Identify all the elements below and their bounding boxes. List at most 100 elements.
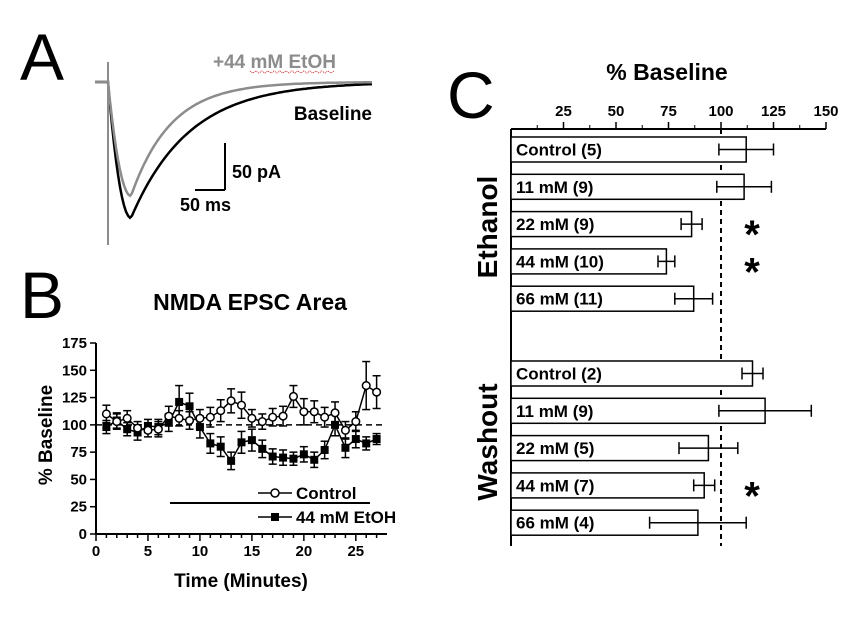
bar-label: 11 mM (9) (516, 402, 593, 421)
error-bar (692, 479, 716, 492)
data-point-control (257, 417, 267, 427)
data-point-etoh (237, 438, 246, 447)
data-point-etoh (341, 443, 350, 452)
error-bar (718, 404, 813, 417)
data-point-etoh (175, 397, 184, 406)
data-point-control (372, 387, 382, 397)
panel-c-title: % Baseline (606, 59, 727, 85)
y-tick-label: 175 (62, 335, 87, 352)
data-point-control (205, 412, 215, 422)
data-point-control (216, 406, 226, 416)
significance-star: * (744, 250, 760, 294)
panel-a-letter: A (20, 20, 64, 94)
bar-label: 22 mM (5) (516, 439, 594, 458)
x-tick-label: 5 (144, 543, 152, 560)
bar (510, 472, 705, 499)
error-bar (678, 442, 739, 455)
scale-bar (195, 143, 226, 191)
x-tick-label: 25 (347, 543, 364, 560)
x-tick-label: 75 (660, 103, 677, 120)
panel-b-y-axis-label: % Baseline (36, 385, 57, 485)
bar-label: 66 mM (4) (516, 514, 594, 533)
error-bar (657, 255, 676, 268)
data-point-control (340, 425, 350, 435)
data-point-control (247, 413, 257, 423)
data-point-etoh (247, 436, 256, 445)
panel-b-legend: Control 44 mM EtOH (258, 484, 396, 527)
legend-ethanol-label: +44 mM EtOH (213, 52, 336, 73)
x-tick-label: 0 (92, 543, 100, 560)
data-point-etoh (185, 402, 194, 411)
x-tick-label: 20 (296, 543, 313, 560)
data-point-control (278, 411, 288, 421)
data-point-etoh (320, 445, 329, 454)
error-bar (716, 180, 773, 193)
data-point-control (299, 407, 309, 417)
panel-b-letter: B (20, 258, 64, 332)
data-point-control (101, 409, 111, 419)
bar (510, 360, 754, 387)
data-point-control (351, 417, 361, 427)
data-point-etoh (258, 444, 267, 453)
panel-c-letter: C (447, 58, 495, 132)
bar (510, 285, 695, 312)
significance-star: * (744, 474, 760, 518)
data-point-control (236, 400, 247, 410)
data-point-control (153, 424, 163, 434)
data-point-control (122, 413, 132, 423)
data-point-control (226, 396, 236, 406)
panel-b-title: NMDA EPSC Area (153, 289, 347, 315)
data-point-etoh (102, 423, 111, 432)
data-point-etoh (279, 453, 288, 462)
panel-c: C % Baseline Ethanol Washout 25 50 75 100 12… (447, 58, 839, 546)
error-bar (741, 367, 764, 380)
error-bar (674, 292, 714, 305)
y-tick-label: 100 (62, 417, 87, 434)
panel-b-axes: 0 5 10 15 20 25 0 25 50 75 100 125 150 175 (62, 335, 387, 560)
y-tick-label: 0 (79, 526, 87, 543)
data-point-control (184, 415, 195, 426)
x-tick-label: 25 (555, 103, 572, 120)
legend-control-label: Control (296, 484, 356, 503)
y-tick-label: 25 (70, 499, 87, 516)
panel-b-x-axis-label: Time (Minutes) (174, 571, 308, 592)
data-point-etoh (331, 420, 340, 429)
legend-baseline-label: Baseline (294, 104, 372, 125)
panel-a: A +44 mM EtOH Baseline 50 pA 50 ms (20, 20, 373, 245)
data-point-etoh (268, 452, 277, 461)
data-point-control (330, 408, 340, 418)
data-point-etoh (351, 435, 360, 444)
error-bar (680, 218, 703, 231)
bar-label: Control (5) (516, 141, 602, 160)
scale-bar-current-label: 50 pA (232, 162, 281, 182)
data-point-control (361, 381, 371, 391)
legend-control-marker (270, 488, 280, 498)
x-tick-label: 125 (761, 103, 786, 120)
data-point-control (143, 425, 153, 435)
significance-star: * (744, 213, 760, 257)
data-point-etoh (227, 456, 236, 465)
spellcheck-underline (249, 70, 335, 74)
bar-label: 44 mM (7) (516, 476, 594, 495)
data-point-control (164, 411, 174, 421)
data-point-etoh (372, 435, 381, 444)
data-point-etoh (289, 454, 298, 463)
data-point-etoh (123, 425, 132, 434)
group-label-ethanol: Ethanol (472, 176, 503, 279)
y-tick-label: 150 (62, 362, 87, 379)
data-point-etoh (299, 450, 308, 459)
bar-label: 66 mM (11) (516, 290, 603, 309)
x-tick-label: 150 (813, 103, 838, 120)
data-point-etoh (206, 439, 215, 448)
group-label-washout: Washout (472, 383, 503, 500)
data-point-control (288, 391, 299, 402)
data-point-control (174, 413, 184, 423)
data-point-control (133, 423, 143, 433)
data-point-control (112, 417, 122, 427)
scale-bar-time-label: 50 ms (180, 195, 231, 215)
error-bar (718, 143, 775, 156)
bar (510, 136, 747, 163)
trace-baseline (95, 80, 373, 220)
data-point-etoh (362, 439, 371, 448)
x-tick-label: 10 (192, 543, 209, 560)
